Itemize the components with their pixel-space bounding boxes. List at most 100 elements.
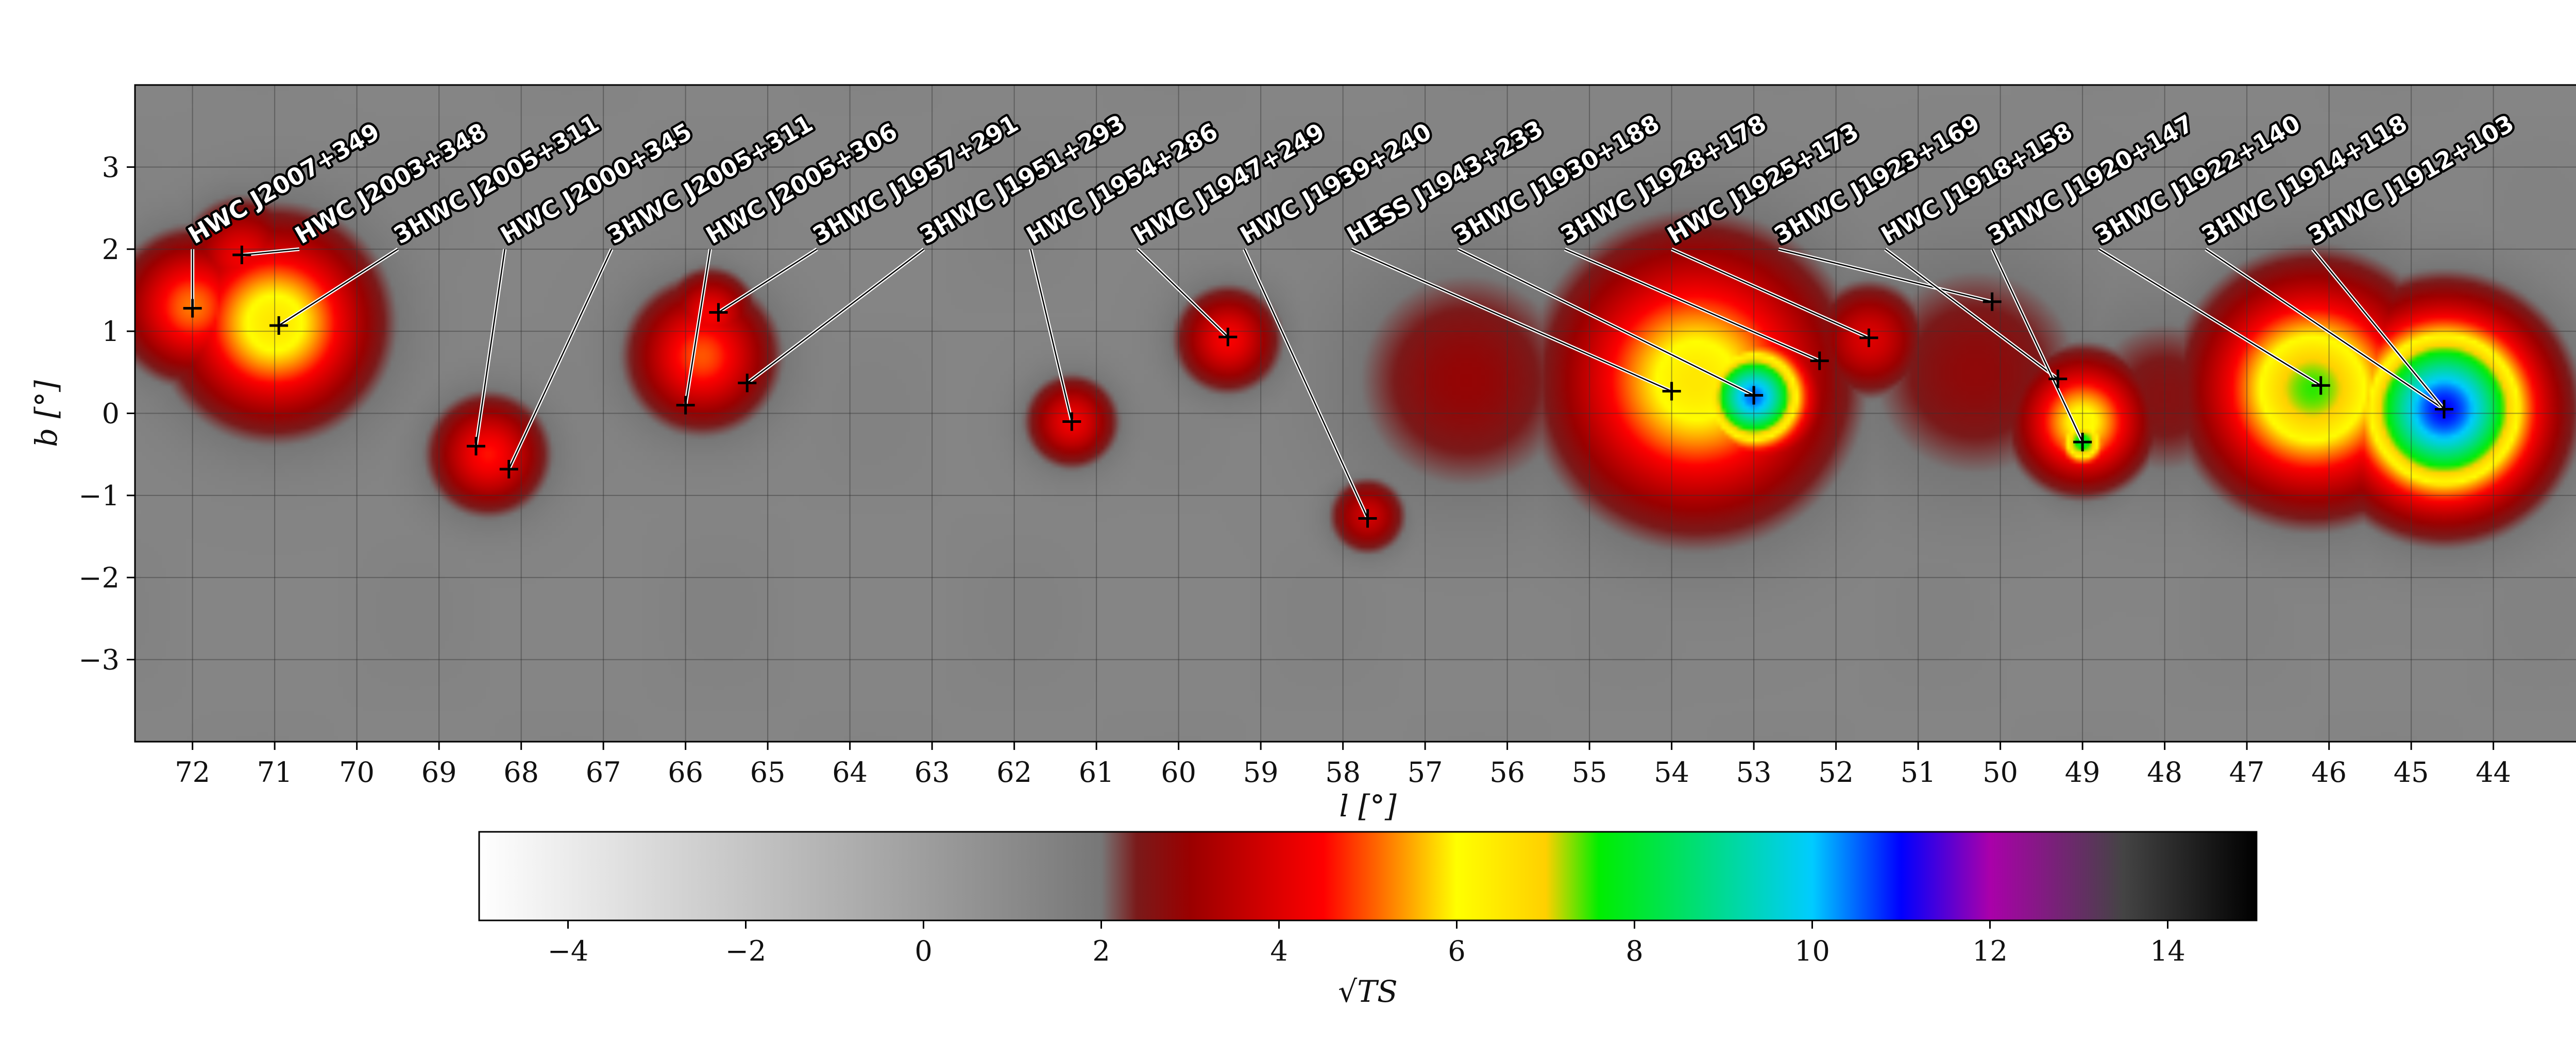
source-marker	[709, 303, 728, 322]
x-tick-label: 54	[1654, 756, 1689, 789]
source-marker	[676, 396, 695, 415]
source-marker	[1062, 412, 1081, 431]
leader-line	[475, 249, 505, 447]
x-tick-label: 45	[2394, 756, 2429, 789]
source-marker	[1859, 328, 1878, 347]
grid-lines	[135, 85, 2576, 742]
leader-line	[1458, 248, 1754, 396]
source-marker	[466, 437, 485, 456]
leader-line	[2205, 248, 2445, 410]
x-tick-label: 44	[2476, 756, 2511, 789]
colorbar-tick-label: 4	[1270, 935, 1287, 967]
source-markers	[183, 245, 2453, 528]
source-marker	[2048, 369, 2067, 388]
leader-line	[1030, 249, 1073, 422]
x-tick-label: 49	[2065, 756, 2100, 789]
source-marker	[1982, 292, 2002, 311]
x-tick-label: 57	[1408, 756, 1443, 789]
x-tick-label: 55	[1572, 756, 1607, 789]
colorbar-tick-label: 0	[914, 935, 932, 967]
leader-line	[278, 248, 399, 327]
source-marker	[1744, 386, 1764, 405]
source-marker	[269, 316, 289, 335]
source-marker	[1358, 509, 1377, 528]
y-tick-label: 3	[102, 151, 120, 183]
y-axis-label: b [°]	[29, 380, 64, 447]
heatmap-plot-area: 72 71 70 69 68 67 66 65 64 63 62 61 60 59 58 57 56 55 54 53…	[29, 84, 2576, 824]
leader-line	[1351, 248, 1672, 392]
x-tick-label: 52	[1818, 756, 1854, 789]
x-tick-label: 65	[750, 756, 786, 789]
source-marker	[2434, 400, 2453, 419]
source-marker	[499, 459, 518, 478]
x-tick-label: 67	[586, 756, 621, 789]
x-tick-label: 60	[1161, 756, 1196, 789]
x-tick-label: 51	[1901, 756, 1936, 789]
colorbar-tick-label: 8	[1625, 935, 1643, 967]
colorbar-tick-label: 12	[1972, 935, 2008, 967]
y-tick-label: −1	[78, 480, 120, 512]
y-tick-label: −2	[78, 561, 120, 594]
colorbar-tick-label: 6	[1448, 935, 1465, 967]
x-tick-label: 62	[996, 756, 1032, 789]
leader-line	[1137, 248, 1229, 338]
leader-line	[718, 248, 818, 313]
x-tick-label: 46	[2311, 756, 2347, 789]
x-tick-label: 61	[1079, 756, 1114, 789]
source-marker	[232, 245, 251, 264]
leader-line	[1778, 248, 1992, 302]
colorbar: −4 −2 0 2 4 6 8 10 12 14 √TS	[478, 831, 2258, 1009]
colorbar-gradient	[478, 831, 2258, 921]
x-tick-label: 66	[668, 756, 703, 789]
y-tick-label: 0	[102, 398, 120, 430]
leader-line	[747, 248, 924, 384]
source-marker	[1810, 351, 1829, 370]
colorbar-tick-label: −4	[548, 935, 589, 967]
colorbar-label: √TS	[1338, 974, 1397, 1009]
leader-line	[1244, 249, 1368, 519]
y-tick-label: 1	[102, 315, 120, 348]
source-marker	[2073, 433, 2092, 452]
colorbar-tick-label: −2	[725, 935, 767, 967]
source-marker	[1218, 328, 1238, 347]
leader-line	[1991, 249, 2083, 442]
leader-line	[2098, 248, 2321, 386]
x-tick-label: 48	[2147, 756, 2182, 789]
source-marker	[738, 373, 757, 392]
leader-line	[1564, 248, 1820, 362]
x-tick-label: 47	[2229, 756, 2265, 789]
leader-line	[2312, 248, 2445, 410]
source-marker	[1662, 382, 1681, 401]
x-tick-label: 59	[1243, 756, 1279, 789]
x-tick-label: 72	[175, 756, 210, 789]
leader-line	[685, 249, 711, 405]
colorbar-tick-label: 10	[1794, 935, 1830, 967]
x-tick-label: 70	[339, 756, 375, 789]
colorbar-tick-label: 14	[2150, 935, 2185, 967]
x-tick-label: 50	[1982, 756, 2018, 789]
x-axis-label: l [°]	[1339, 789, 1397, 824]
x-tick-label: 64	[832, 756, 868, 789]
y-tick-label: −3	[78, 644, 120, 676]
leader-line	[1671, 248, 1869, 339]
source-leader-lines	[191, 247, 2446, 519]
source-marker	[2311, 376, 2330, 395]
x-tick-label: 71	[257, 756, 293, 789]
sqrt-ts-heatmap	[135, 85, 2576, 742]
leader-line	[1885, 248, 2059, 380]
x-tick-label: 68	[503, 756, 539, 789]
x-tick-label: 63	[914, 756, 950, 789]
colorbar-tick-label: 2	[1092, 935, 1110, 967]
x-tick-label: 69	[421, 756, 457, 789]
y-tick-label: 2	[102, 233, 120, 266]
x-tick-label: 56	[1489, 756, 1525, 789]
source-marker	[183, 299, 202, 318]
colorbar-ticks: −4 −2 0 2 4 6 8 10 12 14	[548, 920, 2185, 967]
y-axis-ticks: −3 −2 −1 0 1 2 3	[78, 151, 135, 676]
x-axis-ticks: 72 71 70 69 68 67 66 65 64 63 62 61 60 59 58 57 56 55 54 53…	[175, 742, 2511, 789]
x-tick-label: 58	[1325, 756, 1361, 789]
leader-line	[508, 249, 613, 470]
x-tick-label: 53	[1736, 756, 1772, 789]
leader-line	[242, 248, 300, 256]
